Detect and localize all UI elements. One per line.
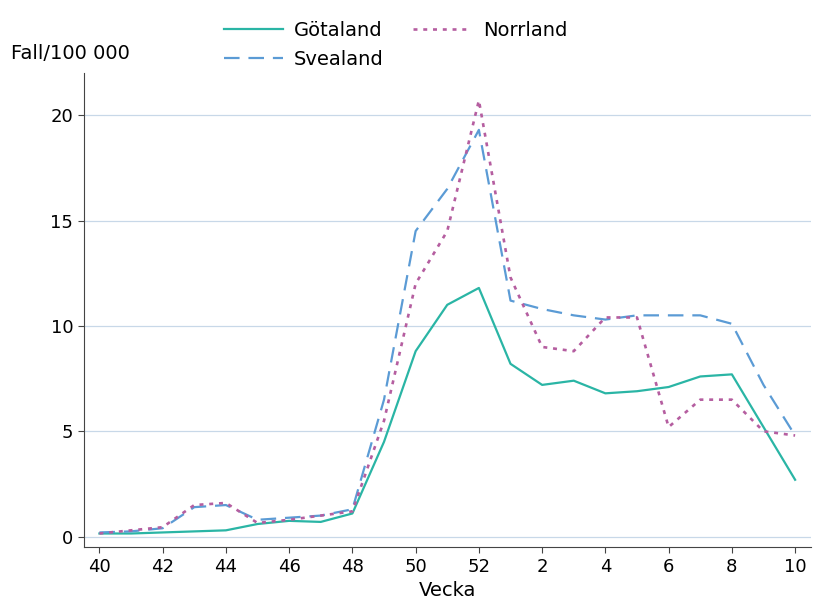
Svealand <box>537 305 547 313</box>
Text: Fall/100 000: Fall/100 000 <box>11 44 130 63</box>
Svealand <box>568 312 579 319</box>
Svealand <box>726 320 737 328</box>
Svealand <box>790 432 800 439</box>
Götaland <box>506 360 516 367</box>
Götaland <box>189 528 199 535</box>
Götaland <box>158 529 168 536</box>
Götaland <box>758 423 768 430</box>
Götaland <box>600 390 610 397</box>
Svealand <box>252 516 263 523</box>
Götaland <box>221 527 231 534</box>
Götaland <box>94 530 104 537</box>
Götaland <box>696 373 706 380</box>
Line: Norrland: Norrland <box>99 100 795 533</box>
Norrland <box>696 396 706 403</box>
Line: Götaland: Götaland <box>99 288 795 533</box>
Norrland <box>664 423 674 430</box>
Götaland <box>126 530 136 537</box>
Norrland <box>726 396 737 403</box>
Götaland <box>537 381 547 389</box>
Norrland <box>758 427 768 435</box>
Götaland <box>726 371 737 378</box>
Norrland <box>221 499 231 506</box>
Norrland <box>158 523 168 531</box>
Svealand <box>94 529 104 536</box>
Norrland <box>506 274 516 281</box>
Norrland <box>790 432 800 439</box>
Norrland <box>632 314 642 321</box>
Götaland <box>284 517 294 525</box>
Norrland <box>600 314 610 321</box>
Norrland <box>410 280 421 288</box>
Götaland <box>410 348 421 355</box>
Norrland <box>442 227 452 235</box>
Svealand <box>379 396 389 403</box>
Götaland <box>442 301 452 308</box>
Svealand <box>442 185 452 193</box>
Norrland <box>568 348 579 355</box>
Götaland <box>632 387 642 395</box>
Norrland <box>94 530 104 537</box>
Svealand <box>632 312 642 319</box>
Norrland <box>284 516 294 523</box>
Norrland <box>316 512 326 519</box>
Svealand <box>316 512 326 519</box>
Svealand <box>696 312 706 319</box>
Götaland <box>348 510 358 517</box>
Svealand <box>189 503 199 511</box>
Norrland <box>537 344 547 351</box>
Svealand <box>126 528 136 535</box>
Svealand <box>474 126 484 134</box>
Svealand <box>348 506 358 513</box>
Götaland <box>316 518 326 525</box>
Svealand <box>600 316 610 323</box>
Götaland <box>379 438 389 446</box>
Line: Svealand: Svealand <box>99 130 795 533</box>
Svealand <box>410 227 421 235</box>
Svealand <box>758 381 768 389</box>
Svealand <box>664 312 674 319</box>
Norrland <box>379 417 389 424</box>
Götaland <box>664 384 674 391</box>
Götaland <box>474 285 484 292</box>
Svealand <box>158 525 168 532</box>
Norrland <box>189 502 199 509</box>
Legend: Götaland, Svealand, Norrland: Götaland, Svealand, Norrland <box>224 21 568 69</box>
Svealand <box>284 514 294 521</box>
Norrland <box>474 97 484 104</box>
Götaland <box>790 476 800 483</box>
X-axis label: Vecka: Vecka <box>419 581 476 600</box>
Norrland <box>126 527 136 534</box>
Götaland <box>252 520 263 528</box>
Svealand <box>506 297 516 304</box>
Götaland <box>568 377 579 384</box>
Norrland <box>252 519 263 527</box>
Norrland <box>348 508 358 515</box>
Svealand <box>221 502 231 509</box>
